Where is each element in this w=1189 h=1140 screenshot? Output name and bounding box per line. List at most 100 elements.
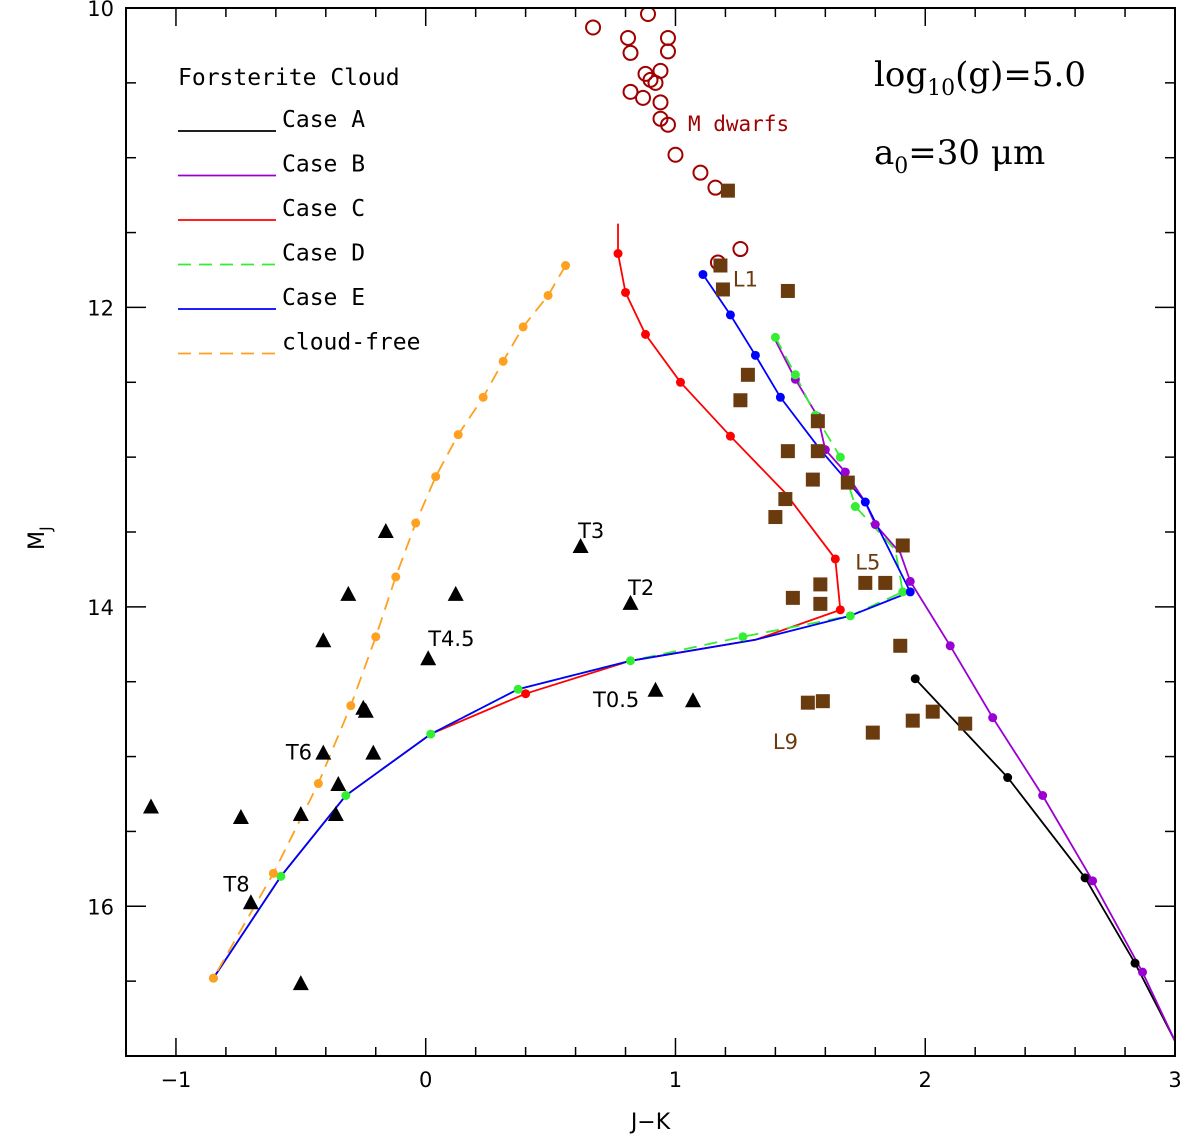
l-dwarf-point-17 [785,590,800,605]
m-dwarf-point-10 [622,83,639,100]
annotation-t8: T8 [222,872,249,896]
series-line-cloud-free [212,265,567,979]
series-point-case-d-5 [898,587,908,597]
annotation-t4-5: T4.5 [427,627,474,651]
t-dwarf-point-17 [622,594,639,610]
y-tick-label: 12 [87,296,114,320]
t-dwarf-point-3 [292,806,309,821]
t-dwarf-point-9 [340,585,357,601]
l-dwarf-point-5 [733,393,748,408]
series-point-cloud-free-7 [411,518,421,528]
t-dwarf-point-5 [315,632,332,648]
l-dwarf-point-14 [813,577,828,592]
t-dwarf-point-7 [327,806,344,821]
legend-label-cloud-free: cloud-free [282,330,420,356]
legend-label-case-d: Case D [282,241,365,267]
series-point-case-c-4 [725,431,735,441]
series-point-case-d-0 [770,332,780,342]
series-point-case-b-6 [945,641,955,651]
l-dwarf-point-23 [925,704,940,719]
series-point-case-c-5 [830,554,840,564]
l-dwarf-point-20 [800,695,815,710]
m-dwarf-point-15 [667,146,684,163]
particle-size-label: a0=30 μm [874,133,1045,179]
series-point-case-b-3 [840,467,850,477]
m-dwarf-point-2 [620,29,637,46]
gravity-label: log10(g)=5.0 [874,55,1086,101]
l-dwarf-point-15 [858,575,873,590]
series-point-case-d-12 [276,871,286,881]
t-dwarf-point-11 [357,702,374,718]
series-line-case-b [774,339,1175,1042]
series-line-case-a [914,678,1175,1042]
y-axis-title-sub: J [36,526,55,532]
t-dwarf-point-15 [447,585,464,601]
x-tick-label: 1 [669,1068,682,1092]
legend-label-case-a: Case A [282,107,365,133]
gravity-label-subscript: 10 [927,76,955,101]
series-point-case-d-10 [426,729,436,739]
annotations: M dwarfs L1 L5 L9 T3 T2 T4.5 T0.5 T6 T8 [222,112,880,897]
t-dwarf-point-12 [365,744,382,760]
y-tick-label: 10 [87,0,114,21]
series-point-case-d-6 [845,611,855,621]
t-dwarf-point-18 [647,681,664,697]
t-dwarf-point-1 [232,809,249,824]
t-dwarf-point-14 [420,650,437,666]
m-dwarf-point-12 [652,94,669,111]
particle-size-label-suffix: =30 μm [908,133,1045,173]
annotation-l5: L5 [855,550,880,574]
l-dwarf-point-19 [893,638,908,653]
l-dwarf-point-10 [840,475,855,490]
series-point-cloud-free-1 [543,290,553,300]
m-dwarf-point-0 [585,19,602,36]
x-tick-label: −1 [160,1068,191,1092]
m-dwarf-point-16 [692,164,709,181]
series-point-case-c-1 [621,287,631,297]
series-point-case-d-9 [513,684,523,694]
gravity-label-prefix: log [874,55,927,95]
x-tick-label: 3 [1168,1068,1181,1092]
series-point-case-a-1 [1003,773,1013,783]
legend-title: Forsterite Cloud [178,65,400,91]
l-dwarf-point-9 [805,472,820,487]
annotation-t3: T3 [577,519,604,543]
l-dwarf-point-8 [810,444,825,459]
l-dwarf-point-1 [713,258,728,273]
series-point-case-e-3 [775,392,785,402]
t-dwarf-point-13 [377,523,394,538]
series-point-cloud-free-5 [453,430,463,440]
t-dwarf-point-8 [330,776,347,791]
series-point-case-c-6 [835,605,845,615]
series-point-case-b-4 [870,520,880,530]
x-tick-label: 0 [419,1068,432,1092]
series-point-case-b-5 [905,576,915,586]
series-point-case-d-3 [835,452,845,462]
series-point-cloud-free-4 [478,392,488,402]
particle-size-label-prefix: a [874,133,894,173]
series-point-cloud-free-0 [561,261,571,271]
series-point-case-b-9 [1088,876,1098,886]
y-tick-label: 16 [87,895,114,919]
particle-size-label-subscript: 0 [894,154,908,179]
l-dwarf-point-13 [895,538,910,553]
series-point-case-e-6 [905,587,915,597]
annotation-t6: T6 [285,741,312,765]
m-dwarf-point-14 [659,116,676,133]
series-point-cloud-free-2 [518,322,528,332]
legend-label-case-c: Case C [282,196,365,222]
data-layer [143,8,1175,1042]
m-dwarf-point-5 [659,43,676,60]
series-point-case-e-5 [860,497,870,507]
series-point-case-d-7 [738,632,748,642]
series-point-case-a-2 [1080,873,1090,883]
l-dwarf-point-7 [810,414,825,429]
t-dwarf-point-0 [143,798,159,814]
series-point-case-e-0 [698,269,708,279]
series-point-case-d-11 [341,790,351,800]
l-dwarf-point-22 [905,713,920,728]
series-point-cloud-free-6 [431,472,441,482]
m-dwarf-point-1 [640,8,657,22]
